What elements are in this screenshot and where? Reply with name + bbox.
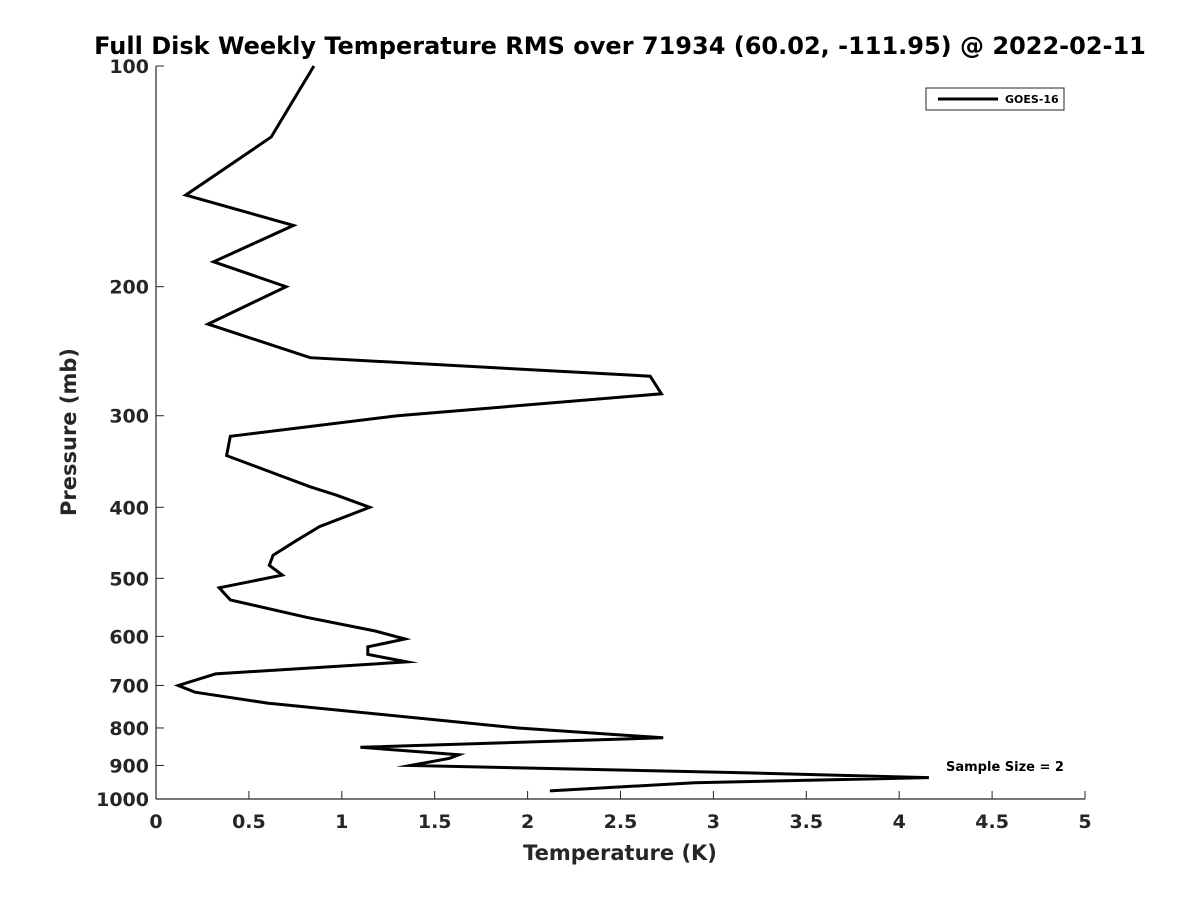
sample-size-annotation: Sample Size = 2 — [946, 760, 1064, 775]
legend-entry-goes-16: GOES-16 — [1005, 93, 1059, 106]
x-tick-label: 4.5 — [975, 811, 1009, 833]
series-layer — [173, 65, 929, 793]
plot-area: 0 0.5 1 1.5 2 2.5 3 3.5 4 4.5 5 100 200 300 400 500 600… — [96, 56, 1092, 833]
x-tick-label: 3 — [707, 811, 720, 833]
x-axis-label: Temperature (K) — [523, 841, 717, 865]
series-line-goes-16 — [173, 65, 929, 793]
chart-title: Full Disk Weekly Temperature RMS over 71… — [94, 32, 1146, 60]
y-axis-ticks: 100 200 300 400 500 600 700 800 900 1000 — [96, 56, 164, 811]
y-tick-label: 300 — [109, 406, 149, 428]
x-tick-label: 4 — [893, 811, 906, 833]
x-tick-label: 1 — [335, 811, 348, 833]
y-tick-label: 200 — [109, 277, 149, 299]
x-tick-label: 0 — [149, 811, 162, 833]
x-axis-ticks: 0 0.5 1 1.5 2 2.5 3 3.5 4 4.5 5 — [149, 791, 1092, 833]
x-tick-label: 2 — [521, 811, 534, 833]
y-tick-label: 1000 — [96, 789, 149, 811]
y-tick-label: 900 — [109, 755, 149, 777]
y-tick-label: 700 — [109, 675, 149, 697]
y-tick-label: 400 — [109, 497, 149, 519]
x-tick-label: 1.5 — [418, 811, 452, 833]
x-tick-label: 2.5 — [604, 811, 638, 833]
y-tick-label: 500 — [109, 568, 149, 590]
y-axis-label: Pressure (mb) — [57, 348, 81, 516]
x-tick-label: 5 — [1078, 811, 1091, 833]
legend: GOES-16 — [925, 87, 1065, 111]
x-tick-label: 3.5 — [789, 811, 823, 833]
y-tick-label: 100 — [109, 56, 149, 78]
x-tick-label: 0.5 — [232, 811, 266, 833]
y-tick-label: 800 — [109, 718, 149, 740]
y-tick-label: 600 — [109, 626, 149, 648]
